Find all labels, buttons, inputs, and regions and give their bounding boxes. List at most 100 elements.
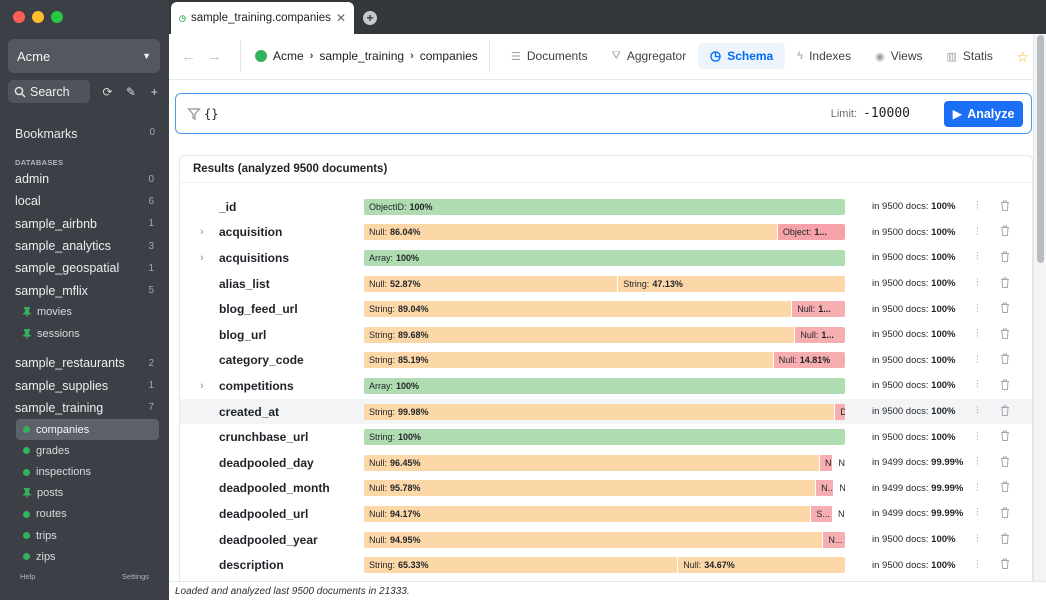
sidebar-collection-companies[interactable]: companies [16, 419, 159, 441]
type-segment[interactable]: Null: 1... [795, 326, 845, 343]
help-link[interactable]: Help [20, 572, 36, 581]
vertical-scrollbar[interactable] [1033, 34, 1046, 582]
schema-field-row[interactable]: created_at String:99.98% Din 9500 docs: 10… [180, 398, 1032, 425]
minimize-window-button[interactable] [32, 11, 44, 23]
schema-field-row[interactable]: deadpooled_year Null: 94.95% N... in 9500 do… [180, 527, 1032, 553]
sidebar-collection-posts[interactable]: posts [0, 483, 169, 504]
bookmarks-item[interactable]: Bookmarks 0 [15, 127, 155, 141]
trash-icon[interactable] [1000, 430, 1010, 444]
field-details-icon[interactable]: ⫶ [976, 353, 979, 366]
limit-input[interactable]: -10000 [863, 106, 910, 121]
sidebar-db-sample-airbnb[interactable]: sample_airbnb 1 [0, 213, 169, 235]
trash-icon[interactable] [1000, 456, 1010, 470]
sidebar-db-sample-analytics[interactable]: sample_analytics 3 [0, 235, 169, 257]
new-tab-button[interactable]: + [363, 11, 377, 25]
type-segment[interactable]: ObjectID: 100% [364, 198, 845, 215]
type-segment[interactable]: Null: 1... [792, 301, 845, 318]
type-segment[interactable]: Null: 86.04% [364, 224, 778, 241]
type-segment[interactable]: String: 85.19% [364, 352, 774, 369]
field-details-icon[interactable]: ⫶ [976, 251, 979, 264]
type-segment[interactable]: String: 65.33% [364, 557, 679, 574]
filter-input[interactable]: {} [204, 106, 219, 121]
breadcrumb-org[interactable]: Acme [273, 49, 304, 63]
type-segment[interactable]: S... [811, 505, 833, 522]
type-segment[interactable]: N [834, 480, 845, 497]
field-details-icon[interactable]: ⫶ [976, 277, 979, 290]
type-segment[interactable]: D [835, 403, 845, 420]
tab-views[interactable]: ◉ Views [863, 43, 934, 69]
add-icon[interactable]: + [150, 84, 158, 99]
org-select[interactable]: Acme ▼ [8, 39, 160, 73]
type-segment[interactable]: Null: 52.87% [364, 275, 619, 292]
field-details-icon[interactable]: ⫶ [976, 507, 979, 520]
trash-icon[interactable] [1000, 277, 1010, 291]
chevron-right-icon[interactable]: › [200, 226, 204, 239]
tab-documents[interactable]: ☰ Documents [499, 43, 600, 69]
sidebar-collection-inspections[interactable]: inspections [0, 461, 169, 482]
trash-icon[interactable] [1000, 328, 1010, 342]
field-details-icon[interactable]: ⫶ [976, 533, 979, 546]
favorite-star-icon[interactable]: ☆ [1016, 49, 1029, 65]
tab-schema[interactable]: Schema [698, 43, 786, 69]
field-details-icon[interactable]: ⫶ [976, 200, 979, 213]
trash-icon[interactable] [1000, 225, 1010, 239]
type-segment[interactable]: N [833, 454, 845, 471]
maximize-window-button[interactable] [51, 11, 63, 23]
sidebar-collection-movies[interactable]: movies [0, 302, 169, 323]
trash-icon[interactable] [1000, 379, 1010, 393]
field-details-icon[interactable]: ⫶ [976, 405, 979, 418]
type-segment[interactable]: String: 89.04% [364, 301, 793, 318]
field-details-icon[interactable]: ⫶ [976, 328, 979, 341]
type-segment[interactable]: Array: 100% [364, 377, 845, 394]
type-segment[interactable]: String: 47.13% [618, 275, 845, 292]
trash-icon[interactable] [1000, 558, 1010, 572]
trash-icon[interactable] [1000, 507, 1010, 521]
field-details-icon[interactable]: ⫶ [976, 481, 979, 494]
scrollbar-thumb[interactable] [1037, 35, 1044, 263]
sidebar-db-admin[interactable]: admin 0 [0, 168, 169, 190]
analyze-button[interactable]: ▶ Analyze [944, 100, 1023, 127]
field-details-icon[interactable]: ⫶ [976, 558, 979, 571]
schema-field-row[interactable]: › competitions Array: 100% in 9500 docs: 100… [180, 373, 1032, 399]
chevron-right-icon[interactable]: › [200, 251, 204, 264]
type-segment[interactable]: Null: 94.17% [364, 505, 812, 522]
type-segment[interactable]: Object: 1... [777, 224, 845, 241]
schema-field-row[interactable]: › acquisition Null: 86.04% Object: 1... in 950… [180, 220, 1032, 246]
back-arrow-icon[interactable]: ← [181, 48, 196, 65]
trash-icon[interactable] [1000, 353, 1010, 367]
trash-icon[interactable] [1000, 200, 1010, 214]
field-details-icon[interactable]: ⫶ [976, 302, 979, 315]
schema-field-row[interactable]: category_code String: 85.19% Null: 14.81% in … [180, 348, 1032, 374]
type-segment[interactable]: N... [816, 480, 835, 497]
sidebar-db-sample-geospatial[interactable]: sample_geospatial 1 [0, 257, 169, 279]
settings-link[interactable]: Settings [121, 572, 149, 581]
sidebar-db-sample-restaurants[interactable]: sample_restaurants 2 [0, 352, 169, 374]
type-segment[interactable]: N [832, 505, 845, 522]
field-details-icon[interactable]: ⫶ [976, 456, 979, 469]
close-window-button[interactable] [13, 11, 25, 23]
type-segment[interactable]: Null: 14.81% [773, 352, 845, 369]
field-details-icon[interactable]: ⫶ [976, 430, 979, 443]
tab-companies[interactable]: sample_training.companies ✕ [171, 2, 354, 34]
sidebar-collection-trips[interactable]: trips [0, 525, 169, 546]
tab-indexes[interactable]: ϟ Indexes [785, 43, 863, 69]
type-segment[interactable]: N... [823, 531, 845, 548]
field-details-icon[interactable]: ⫶ [976, 225, 979, 238]
sidebar-collection-zips[interactable]: zips [0, 546, 169, 567]
trash-icon[interactable] [1000, 251, 1010, 265]
forward-arrow-icon[interactable]: → [207, 48, 222, 65]
type-segment[interactable]: Array: 100% [364, 249, 845, 266]
breadcrumb-collection[interactable]: companies [419, 49, 478, 63]
trash-icon[interactable] [1000, 302, 1010, 316]
type-segment[interactable]: String: 99.98% [364, 403, 836, 420]
trash-icon[interactable] [1000, 481, 1010, 495]
close-icon[interactable]: ✕ [335, 11, 346, 25]
schema-field-row[interactable]: › acquisitions Array: 100% in 9500 docs: 100… [180, 245, 1032, 271]
schema-field-row[interactable]: _id ObjectID: 100% in 9500 docs: 100% ⫶ [180, 194, 1032, 220]
schema-field-row[interactable]: crunchbase_url String: 100% in 9500 docs: 1… [180, 424, 1032, 450]
type-segment[interactable]: Null: 95.78% [364, 480, 817, 497]
sidebar-collection-grades[interactable]: grades [0, 440, 169, 461]
type-segment[interactable]: Null: 94.95% [364, 531, 824, 548]
